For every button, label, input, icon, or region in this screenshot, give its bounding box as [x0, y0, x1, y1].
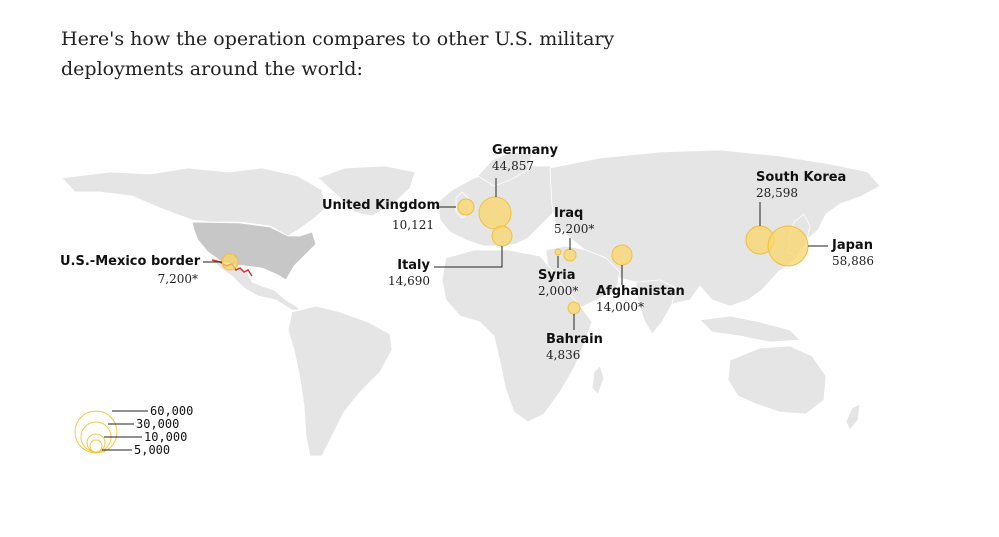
- label-afghanistan-value: 14,000*: [596, 300, 644, 314]
- label-us-mexico-border-name: U.S.-Mexico border: [60, 254, 201, 269]
- bubble-united-kingdom: [457, 198, 475, 216]
- label-united-kingdom: United Kingdom 10,121: [322, 198, 441, 233]
- label-afghanistan: Afghanistan 14,000*: [596, 284, 685, 315]
- africa-shape: [441, 249, 593, 423]
- bubble-afghanistan: [611, 244, 633, 266]
- label-bahrain: Bahrain 4,836: [546, 332, 603, 363]
- legend-circle-60000: [74, 410, 118, 454]
- label-italy-value: 14,690: [388, 274, 430, 288]
- legend-label-10000: 10,000: [144, 430, 187, 444]
- label-germany: Germany 44,857: [492, 143, 558, 174]
- new-zealand-shape: [845, 403, 861, 431]
- united-states-shape: [191, 221, 317, 281]
- label-bahrain-value: 4,836: [546, 348, 581, 362]
- legend-circle-5000: [89, 439, 103, 453]
- bubble-syria: [554, 248, 562, 256]
- canada-shape: [61, 167, 327, 237]
- leader-italy: [434, 246, 503, 268]
- label-iraq-value: 5,200*: [554, 222, 595, 236]
- label-south-korea: South Korea 28,598: [756, 170, 846, 201]
- label-germany-value: 44,857: [492, 159, 534, 173]
- label-south-korea-value: 28,598: [756, 186, 798, 200]
- bubble-italy: [491, 225, 513, 247]
- southeast-asia-shape: [699, 315, 801, 343]
- bubble-japan: [767, 225, 809, 267]
- label-united-kingdom-name: United Kingdom: [322, 198, 441, 213]
- bubble-bahrain: [567, 301, 581, 315]
- legend-label-60000: 60,000: [150, 404, 193, 418]
- label-japan-value: 58,886: [832, 254, 874, 268]
- bubble-germany: [478, 196, 512, 230]
- label-us-mexico-border: U.S.-Mexico border 7,200*: [60, 254, 201, 287]
- label-iraq-name: Iraq: [554, 206, 584, 221]
- label-afghanistan-name: Afghanistan: [596, 284, 685, 299]
- label-italy: Italy 14,690: [370, 258, 430, 289]
- legend-label-5000: 5,000: [134, 443, 170, 457]
- australia-shape: [727, 345, 827, 415]
- label-us-mexico-border-value: 7,200*: [157, 272, 198, 286]
- label-japan-name: Japan: [832, 238, 873, 253]
- size-legend: 60,000 30,000 10,000 5,000: [74, 404, 193, 457]
- label-syria-name: Syria: [538, 268, 576, 283]
- label-italy-name: Italy: [397, 258, 430, 273]
- label-bahrain-name: Bahrain: [546, 332, 603, 347]
- label-united-kingdom-value: 10,121: [392, 218, 434, 232]
- legend-label-30000: 30,000: [136, 417, 179, 431]
- india-shape: [635, 279, 677, 335]
- south-america-shape: [287, 305, 393, 457]
- label-iraq: Iraq 5,200*: [554, 206, 594, 237]
- label-syria: Syria 2,000*: [538, 268, 578, 299]
- greenland-shape: [317, 165, 416, 217]
- madagascar-shape: [591, 365, 605, 395]
- scandinavia-shape: [477, 151, 533, 187]
- label-germany-name: Germany: [492, 143, 558, 158]
- bubble-iraq: [563, 248, 577, 262]
- intro-text: Here's how the operation compares to oth…: [61, 28, 615, 80]
- bubble-us-mexico-border: [221, 253, 239, 271]
- label-japan: Japan 58,886: [832, 238, 874, 269]
- label-syria-value: 2,000*: [538, 284, 579, 298]
- label-south-korea-name: South Korea: [756, 170, 847, 185]
- legend-circle-10000: [86, 433, 106, 453]
